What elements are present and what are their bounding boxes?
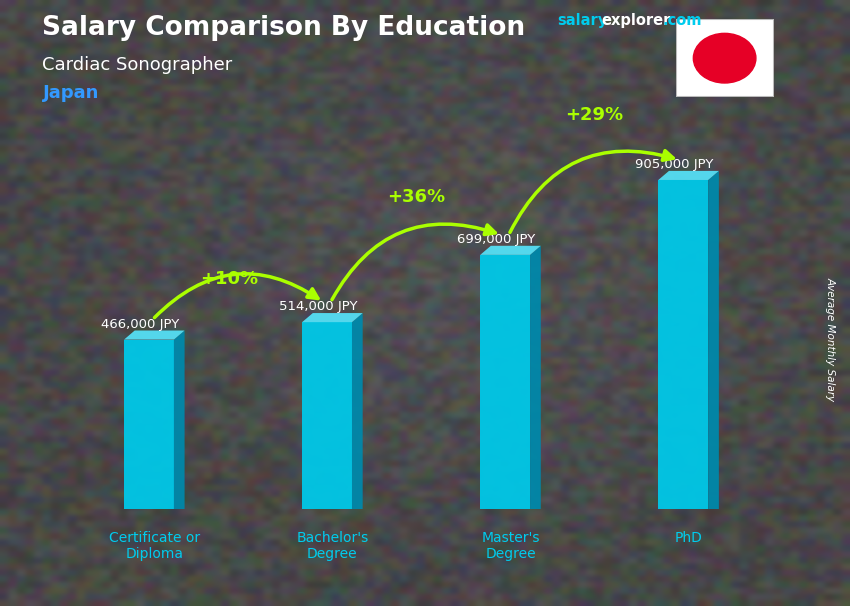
- Polygon shape: [658, 171, 719, 180]
- Text: 905,000 JPY: 905,000 JPY: [635, 158, 713, 171]
- Polygon shape: [302, 322, 352, 509]
- Text: salary: salary: [557, 13, 607, 28]
- Polygon shape: [658, 180, 708, 509]
- Text: 699,000 JPY: 699,000 JPY: [457, 233, 536, 246]
- Polygon shape: [480, 246, 541, 255]
- Text: explorer: explorer: [601, 13, 671, 28]
- Circle shape: [694, 33, 756, 83]
- FancyBboxPatch shape: [676, 19, 774, 97]
- Text: Average Monthly Salary: Average Monthly Salary: [825, 278, 836, 401]
- Polygon shape: [480, 255, 530, 509]
- Text: PhD: PhD: [675, 531, 702, 545]
- Polygon shape: [302, 313, 363, 322]
- Text: 466,000 JPY: 466,000 JPY: [101, 318, 179, 330]
- Polygon shape: [124, 339, 174, 509]
- Text: Master's
Degree: Master's Degree: [481, 531, 540, 561]
- Text: Bachelor's
Degree: Bachelor's Degree: [297, 531, 369, 561]
- Text: Japan: Japan: [42, 84, 99, 102]
- Text: +29%: +29%: [565, 105, 623, 124]
- Text: +36%: +36%: [387, 188, 445, 205]
- Polygon shape: [352, 313, 363, 509]
- Polygon shape: [708, 171, 719, 509]
- Polygon shape: [530, 246, 541, 509]
- Text: Salary Comparison By Education: Salary Comparison By Education: [42, 15, 525, 41]
- Polygon shape: [124, 330, 184, 339]
- Text: .com: .com: [663, 13, 702, 28]
- Text: 514,000 JPY: 514,000 JPY: [279, 300, 357, 313]
- Polygon shape: [174, 330, 184, 509]
- Text: Cardiac Sonographer: Cardiac Sonographer: [42, 56, 233, 74]
- Text: +10%: +10%: [200, 270, 258, 287]
- Text: Certificate or
Diploma: Certificate or Diploma: [109, 531, 200, 561]
